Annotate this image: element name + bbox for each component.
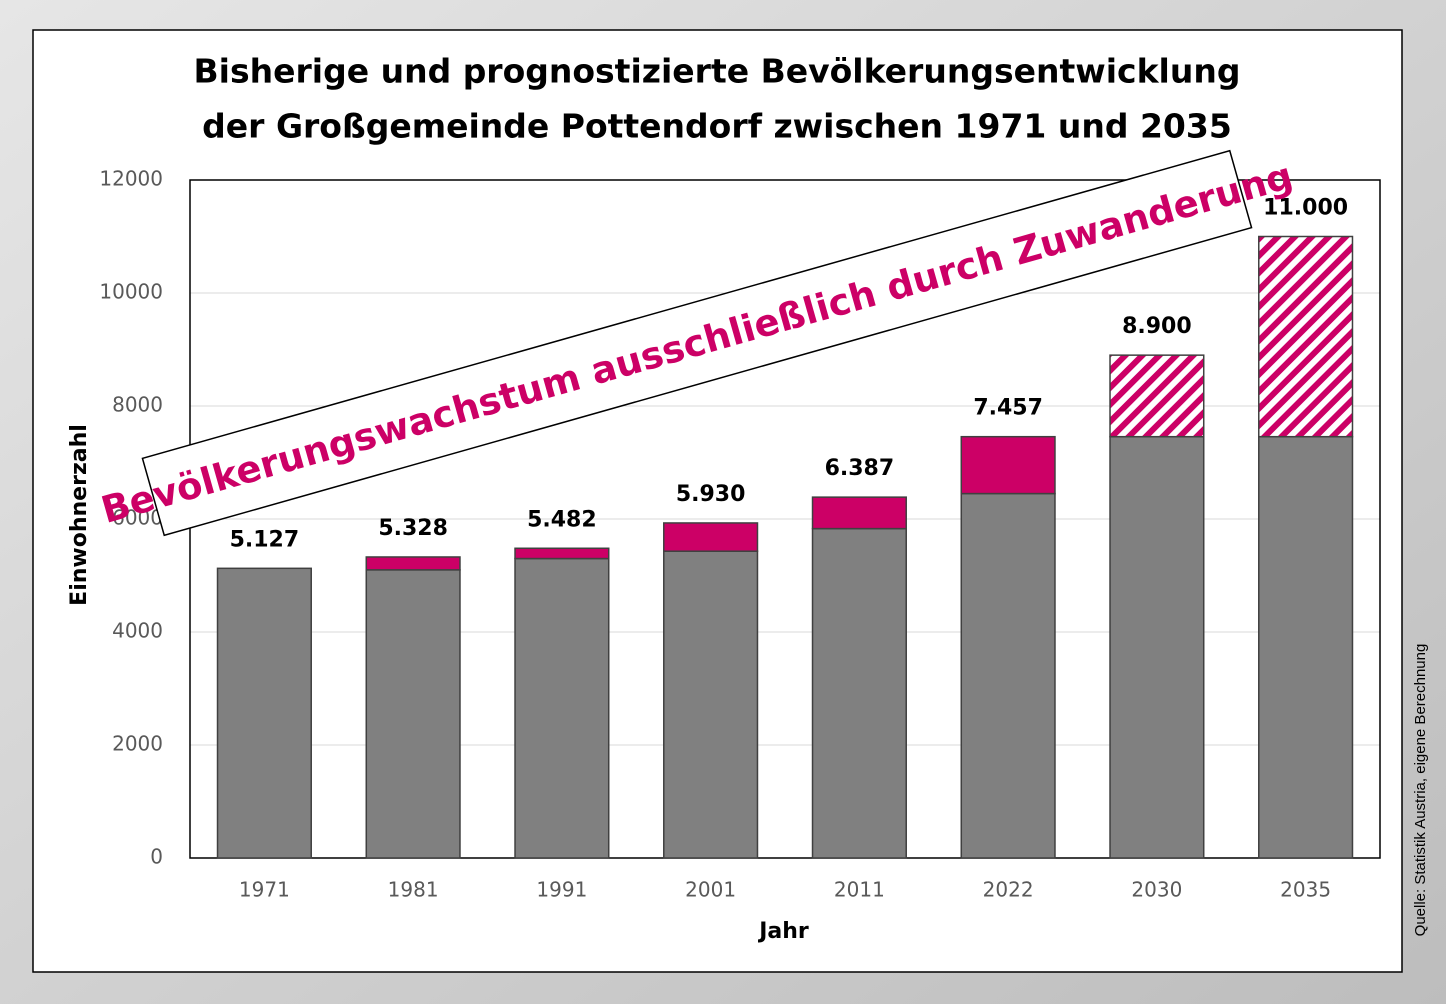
x-tick-label: 1971 (239, 878, 290, 902)
x-axis-label: Jahr (757, 919, 809, 944)
bar-segment (514, 547, 610, 560)
chart-title: der Großgemeinde Pottendorf zwischen 197… (202, 107, 1232, 146)
bar-segment (811, 527, 907, 859)
bar-segment (1109, 354, 1205, 438)
plot: 0 2000 4000 6000 8000 10000 12000 1971 5.127 1981… (99, 167, 1381, 902)
y-tick-label: 4000 (112, 619, 163, 643)
x-tick-label: 2011 (834, 878, 885, 902)
bar-segment (663, 550, 759, 859)
total-label: 8.900 (1122, 314, 1192, 339)
bar-segment (365, 556, 461, 571)
y-tick-label: 2000 (112, 732, 163, 756)
y-tick-label: 8000 (112, 393, 163, 417)
y-axis-label: Einwohnerzahl (67, 424, 92, 606)
bar-segment (811, 496, 907, 530)
bar-segment (216, 567, 312, 859)
y-tick-label: 10000 (99, 280, 163, 304)
bar-segment (365, 569, 461, 859)
bar-segment (514, 557, 610, 859)
x-tick-label: 2030 (1131, 878, 1182, 902)
total-label: 5.930 (676, 482, 746, 507)
bar-segment (1109, 435, 1205, 859)
bar-segment (960, 435, 1056, 495)
bar-segment (663, 522, 759, 552)
y-tick-label: 0 (150, 845, 163, 869)
bar-segment (1258, 435, 1354, 859)
x-tick-label: 2001 (685, 878, 736, 902)
bar-segment (960, 492, 1056, 859)
x-tick-label: 1981 (388, 878, 439, 902)
total-label: 5.482 (527, 507, 597, 532)
y-tick-label: 6000 (112, 506, 163, 530)
banner-box (141, 149, 1253, 537)
chart-title: Bisherige und prognostizierte Bevölkerun… (194, 52, 1241, 91)
x-tick-label: 2022 (983, 878, 1034, 902)
total-label: 11.000 (1263, 196, 1348, 221)
bar-segment (1258, 235, 1354, 438)
source-note: Quelle: Statistik Austria, eigene Berech… (1412, 644, 1429, 937)
x-tick-label: 1991 (536, 878, 587, 902)
x-tick-label: 2035 (1280, 878, 1331, 902)
total-label: 5.127 (230, 527, 300, 552)
y-tick-label: 12000 (99, 167, 163, 191)
total-label: 6.387 (825, 456, 895, 481)
total-label: 7.457 (973, 396, 1043, 421)
total-label: 5.328 (378, 516, 448, 541)
